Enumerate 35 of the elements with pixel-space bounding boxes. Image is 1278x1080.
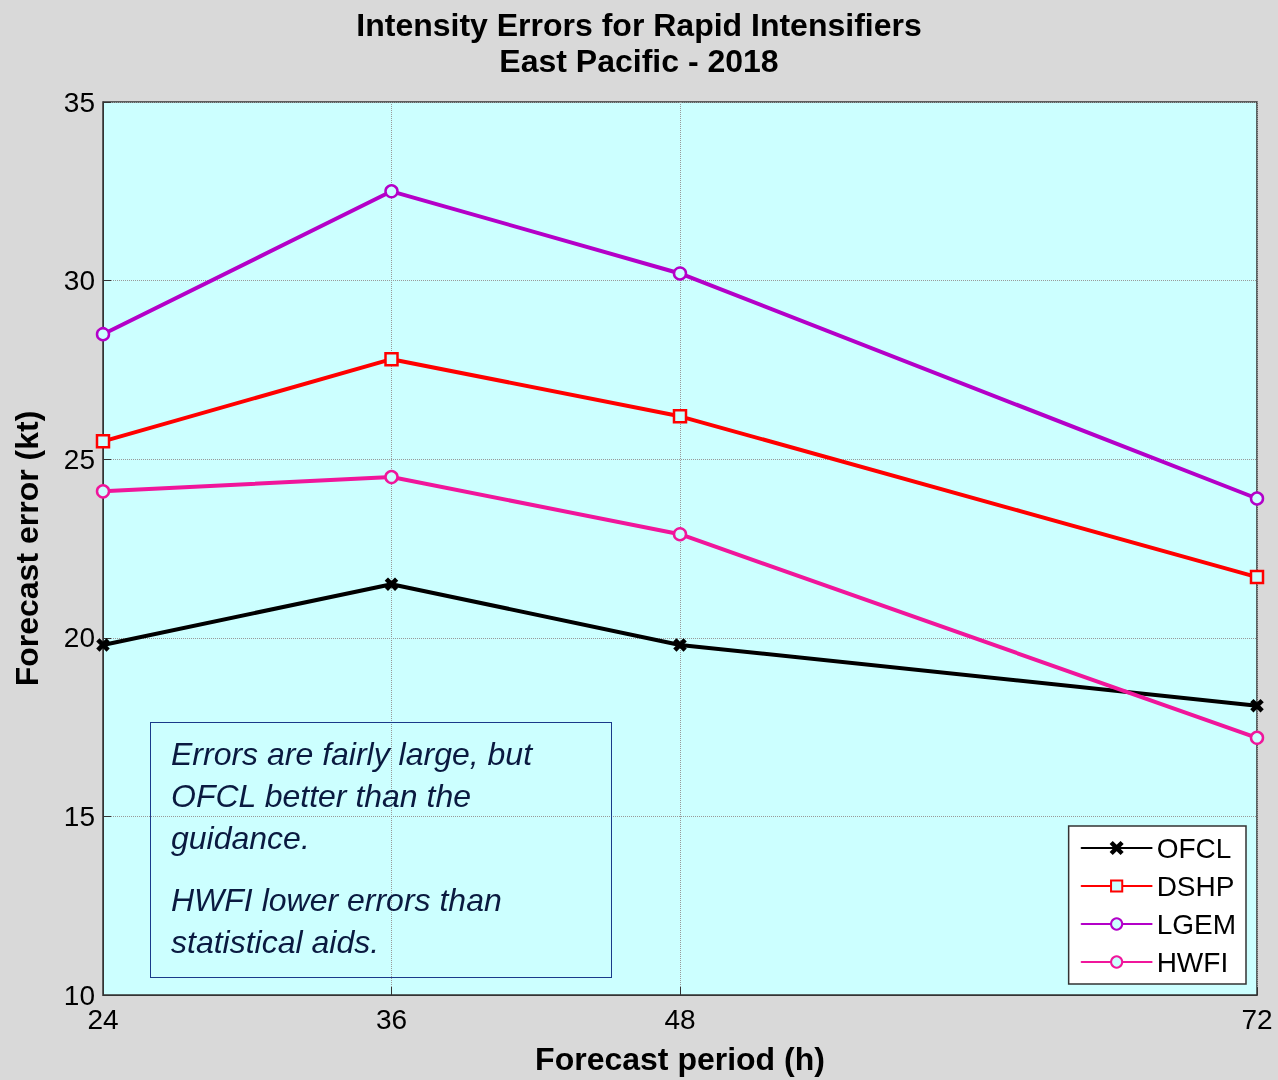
point — [672, 526, 688, 542]
y-tick-label: 10 — [63, 979, 95, 1011]
y-tick-label: 35 — [63, 86, 95, 118]
point — [672, 266, 688, 281]
point — [1249, 569, 1265, 585]
legend-label: OFCL — [1156, 832, 1232, 864]
x-axis-title: Forecast period (h) — [535, 1041, 825, 1077]
y-axis-title: Forecast error (kt) — [9, 410, 45, 687]
point — [95, 434, 111, 449]
point — [1249, 730, 1265, 746]
legend-label: DSHP — [1156, 870, 1235, 902]
point — [673, 638, 687, 652]
legend-label: LGEM — [1156, 908, 1237, 940]
point — [96, 638, 110, 652]
chart-subtitle: East Pacific - 2018 — [499, 43, 779, 79]
annotation: HWFI lower errors than statistical aids. — [171, 881, 503, 962]
point — [384, 184, 399, 199]
point — [1249, 491, 1265, 506]
y-tick-label: 15 — [63, 800, 95, 832]
point — [384, 351, 399, 367]
y-tick-label: 20 — [63, 622, 95, 654]
point — [384, 469, 399, 485]
chart-title: Intensity Errors for Rapid Intensifiers — [356, 7, 922, 43]
x-tick-label: 48 — [664, 1003, 696, 1035]
y-tick-label: 25 — [63, 443, 95, 475]
point — [95, 484, 111, 499]
point — [672, 409, 688, 424]
x-tick-label: 36 — [375, 1003, 408, 1035]
y-tick-label: 30 — [63, 265, 95, 297]
point — [1250, 699, 1264, 712]
x-tick-label: 72 — [1241, 1003, 1273, 1035]
point — [95, 326, 111, 342]
annotation: Errors are fairly large, but OFCL better than the guidance. — [171, 735, 534, 858]
legend-label: HWFI — [1156, 946, 1229, 978]
point — [385, 577, 398, 591]
